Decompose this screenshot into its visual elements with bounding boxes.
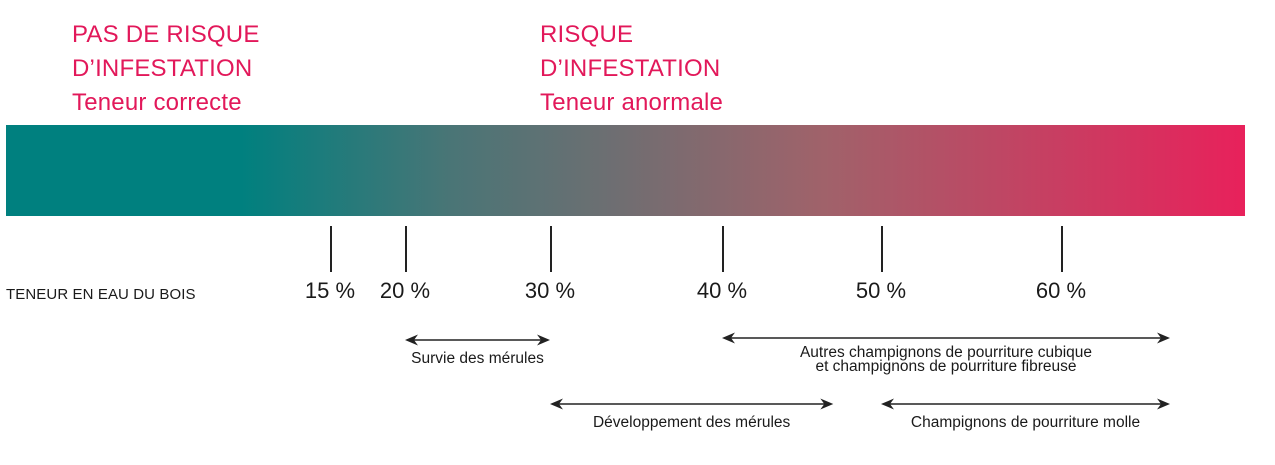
tick-label: 50 % <box>855 278 907 303</box>
range-label: Autres champignons de pourriture cubique… <box>722 344 1170 375</box>
tick-label: 15 % <box>304 278 356 303</box>
range-label-line1: Autres champignons de pourriture cubique <box>799 344 1093 361</box>
range-label: Développement des mérules <box>592 414 791 431</box>
zone-safe-subtitle: Teneur correcte <box>72 89 242 116</box>
zone-risk-line1: RISQUE <box>540 21 634 48</box>
range-arrow-icon <box>405 333 550 347</box>
range-label: Survie des mérules <box>411 350 544 367</box>
tick-label: 60 % <box>1035 278 1087 303</box>
zone-safe-title: PAS DE RISQUE D’INFESTATION Teneur corre… <box>72 18 260 120</box>
range-arrow-icon <box>722 331 1170 345</box>
moisture-gradient-bar <box>6 125 1245 216</box>
zone-risk-line2: D’INFESTATION <box>540 55 721 82</box>
tick-label: 40 % <box>696 278 748 303</box>
tick-mark <box>722 226 724 272</box>
tick-label: 30 % <box>524 278 576 303</box>
tick-mark <box>550 226 552 272</box>
tick-mark <box>1061 226 1063 272</box>
tick-mark <box>330 226 332 272</box>
range-arrow-icon <box>550 397 834 411</box>
range-label: Champignons de pourriture molle <box>910 414 1141 431</box>
zone-risk-title: RISQUE D’INFESTATION Teneur anormale <box>540 18 723 120</box>
zone-safe-line2: D’INFESTATION <box>72 55 253 82</box>
tick-mark <box>881 226 883 272</box>
axis-label: TENEUR EN EAU DU BOIS <box>6 286 196 303</box>
range-arrow-icon <box>881 397 1170 411</box>
range-label-line2: et champignons de pourriture fibreuse <box>815 358 1077 375</box>
tick-mark <box>405 226 407 272</box>
tick-label: 20 % <box>379 278 431 303</box>
zone-safe-line1: PAS DE RISQUE <box>72 21 260 48</box>
zone-risk-subtitle: Teneur anormale <box>540 89 724 116</box>
